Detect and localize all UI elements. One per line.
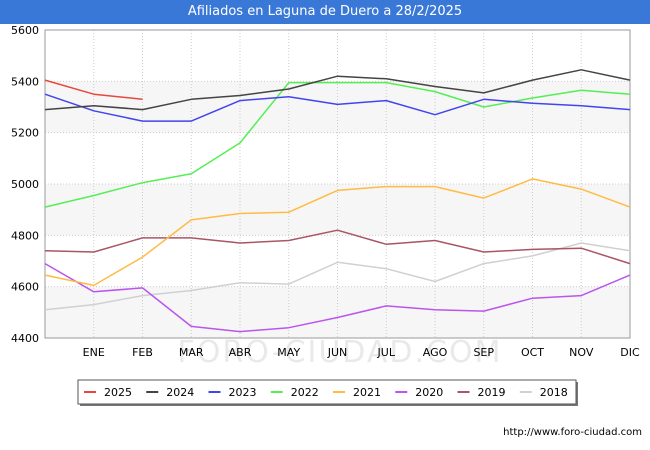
series-line-2018 [44, 242, 631, 311]
chart-title: Afiliados en Laguna de Duero a 28/2/2025 [187, 4, 463, 19]
x-tick-label: ENE [83, 346, 105, 359]
plot-band [45, 184, 630, 236]
x-tick-label: NOV [569, 346, 594, 359]
legend-label-2024: 2024 [166, 386, 194, 399]
series-line-2022 [44, 81, 631, 208]
legend-label-2022: 2022 [291, 386, 319, 399]
y-tick-label: 4600 [11, 281, 39, 294]
series-line-2025 [44, 79, 143, 101]
series-line-2024 [44, 69, 631, 111]
series-line-2023 [44, 93, 631, 122]
y-tick-label: 5600 [11, 24, 39, 37]
y-tick-label: 5000 [11, 178, 39, 191]
series-line-2021 [44, 178, 631, 287]
legend-label-2025: 2025 [104, 386, 132, 399]
x-tick-label: MAY [277, 346, 300, 359]
legend-label-2020: 2020 [415, 386, 443, 399]
x-tick-label: MAR [179, 346, 204, 359]
legend-label-2021: 2021 [353, 386, 381, 399]
x-tick-label: DIC [620, 346, 640, 359]
legend-label-2018: 2018 [540, 386, 568, 399]
y-tick-label: 4400 [11, 332, 39, 345]
x-tick-label: ABR [229, 346, 252, 359]
watermark: FORO-CIUDAD.COM [178, 335, 503, 370]
x-tick-label: AGO [423, 346, 448, 359]
y-tick-label: 5400 [11, 75, 39, 88]
legend-label-2019: 2019 [478, 386, 506, 399]
x-tick-label: FEB [132, 346, 153, 359]
plot-frame [44, 29, 631, 339]
plot-band [45, 81, 630, 133]
x-tick-label: OCT [521, 346, 544, 359]
title-bar: Afiliados en Laguna de Duero a 28/2/2025 [0, 0, 650, 24]
series-line-2020 [44, 262, 631, 333]
legend-box [77, 379, 577, 405]
series-line-2019 [44, 229, 631, 265]
legend-label-2023: 2023 [229, 386, 257, 399]
x-tick-label: JUL [377, 346, 396, 359]
source-url[interactable]: http://www.foro-ciudad.com [503, 427, 642, 438]
y-tick-label: 4800 [11, 229, 39, 242]
x-tick-label: SEP [473, 346, 494, 359]
x-tick-label: JUN [327, 346, 348, 359]
y-tick-label: 5200 [11, 127, 39, 140]
